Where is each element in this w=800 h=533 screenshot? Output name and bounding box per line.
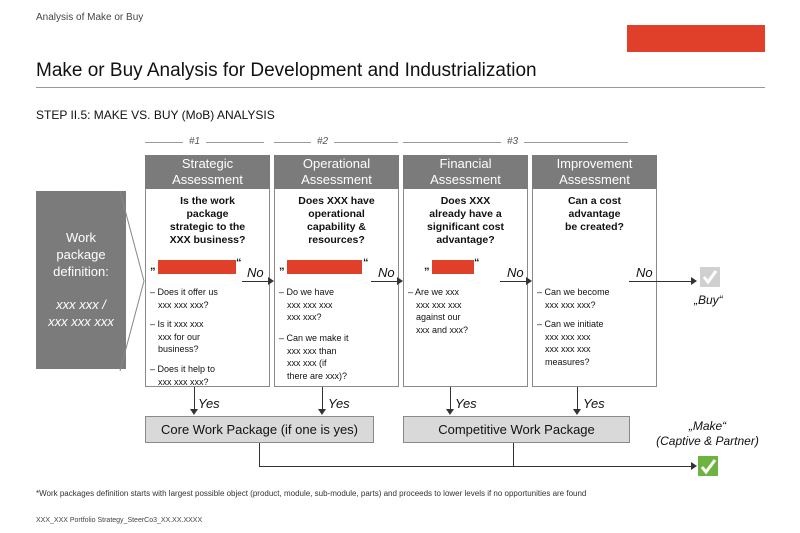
column-question: Is the work package strategic to the XXX b… — [169, 195, 246, 246]
column-header: Improvement Assessment — [532, 155, 657, 189]
page-title: Make or Buy Analysis for Development and… — [36, 60, 537, 81]
yes-label-4: Yes — [583, 396, 605, 411]
bracket-connector — [119, 190, 145, 372]
yes-line-1 — [194, 387, 195, 409]
bullet-item: – Is it xxx xxx xxx for our business? — [150, 319, 204, 354]
yes-arrowhead-4 — [573, 409, 581, 415]
group-label-1: #1 — [183, 136, 207, 147]
column-financial: Financial Assessment Does XXX already have… — [403, 155, 528, 387]
open-quote: „ — [424, 260, 430, 272]
step-subtitle: STEP II.5: MAKE VS. BUY (MoB) ANALYSIS — [36, 108, 275, 122]
column-header: Strategic Assessment — [145, 155, 270, 189]
group-line-2 — [274, 142, 398, 143]
column-header: Operational Assessment — [274, 155, 399, 189]
column-improvement: Improvement Assessment Can a cost advantag… — [532, 155, 657, 387]
competitive-work-package: Competitive Work Package — [403, 416, 630, 443]
bullet-item: – Does it help to xxx xxx xxx? — [150, 364, 216, 387]
redacted-bar — [158, 260, 236, 274]
core-work-package: Core Work Package (if one is yes) — [145, 416, 374, 443]
close-quote: “ — [363, 257, 369, 269]
no-label-4: No — [636, 265, 653, 280]
buy-check-icon — [700, 267, 720, 287]
make-label: „Make“ (Captive & Partner) — [656, 419, 759, 448]
no-arrowhead-2 — [397, 277, 403, 285]
bullet-item: – Are we xxx xxx xxx xxx against our xxx… — [408, 287, 469, 335]
wp-label-3: definition: — [53, 264, 109, 279]
make-check-icon — [698, 456, 718, 476]
accent-bar — [627, 25, 765, 52]
yes-line-2 — [322, 387, 323, 409]
redacted-bar — [287, 260, 362, 274]
make-arrow-line — [259, 466, 691, 467]
open-quote: „ — [150, 260, 156, 272]
title-divider — [36, 87, 765, 88]
no-arrowhead-1 — [268, 277, 274, 285]
no-arrow-line-1 — [242, 281, 268, 282]
yes-label-3: Yes — [455, 396, 477, 411]
no-arrow-line-3 — [500, 281, 526, 282]
column-strategic: Strategic Assessment Is the work package s… — [145, 155, 270, 387]
no-arrow-line-2 — [371, 281, 397, 282]
yes-label-1: Yes — [198, 396, 220, 411]
work-package-box: Work package definition: xxx xxx / xxx x… — [36, 191, 126, 369]
column-question: Can a cost advantage be created? — [565, 195, 624, 233]
yes-arrowhead-3 — [446, 409, 454, 415]
bullet-item: – Can we initiate xxx xxx xxx xxx xxx xx… — [537, 319, 604, 367]
yes-arrowhead-2 — [318, 409, 326, 415]
no-arrowhead-3 — [526, 277, 532, 285]
group-label-3: #3 — [501, 136, 525, 147]
bullet-item: – Can we make it xxx xxx than xxx xxx (i… — [279, 333, 349, 381]
no-label-1: No — [247, 265, 264, 280]
bullet-item: – Do we have xxx xxx xxx xxx xxx? — [279, 287, 335, 322]
yes-arrowhead-1 — [190, 409, 198, 415]
wp-value-2: xxx xxx xxx — [48, 314, 114, 329]
bullet-item: – Can we become xxx xxx xxx? — [537, 287, 610, 310]
yes-label-2: Yes — [328, 396, 350, 411]
make-arrowhead — [691, 462, 697, 470]
yes-line-4 — [577, 387, 578, 409]
document-id: XXX_XXX Portfolio Strategy_SteerCo3_XX.X… — [36, 517, 203, 524]
close-quote: “ — [236, 257, 242, 269]
buy-label: „Buy“ — [694, 293, 723, 307]
close-quote: “ — [474, 257, 480, 269]
group-label-2: #2 — [311, 136, 335, 147]
column-question: Does XXX have operational capability & res… — [298, 195, 375, 246]
no-arrowhead-4 — [691, 277, 697, 285]
make-line-right — [513, 443, 514, 466]
yes-line-3 — [450, 387, 451, 409]
no-label-2: No — [378, 265, 395, 280]
no-label-3: No — [507, 265, 524, 280]
wp-label-2: package — [56, 247, 106, 262]
breadcrumb: Analysis of Make or Buy — [36, 12, 144, 23]
footnote: *Work packages definition starts with la… — [36, 489, 587, 498]
open-quote: „ — [279, 260, 285, 272]
bullet-item: – Does it offer us xxx xxx xxx? — [150, 287, 218, 310]
column-header: Financial Assessment — [403, 155, 528, 189]
column-operational: Operational Assessment Does XXX have opera… — [274, 155, 399, 387]
make-line-left — [259, 443, 260, 466]
redacted-bar — [432, 260, 474, 274]
wp-label-1: Work — [65, 230, 97, 245]
column-question: Does XXX already have a significant cost a… — [426, 195, 504, 246]
wp-value-1: xxx xxx / — [56, 297, 106, 312]
no-arrow-line-4 — [629, 281, 691, 282]
